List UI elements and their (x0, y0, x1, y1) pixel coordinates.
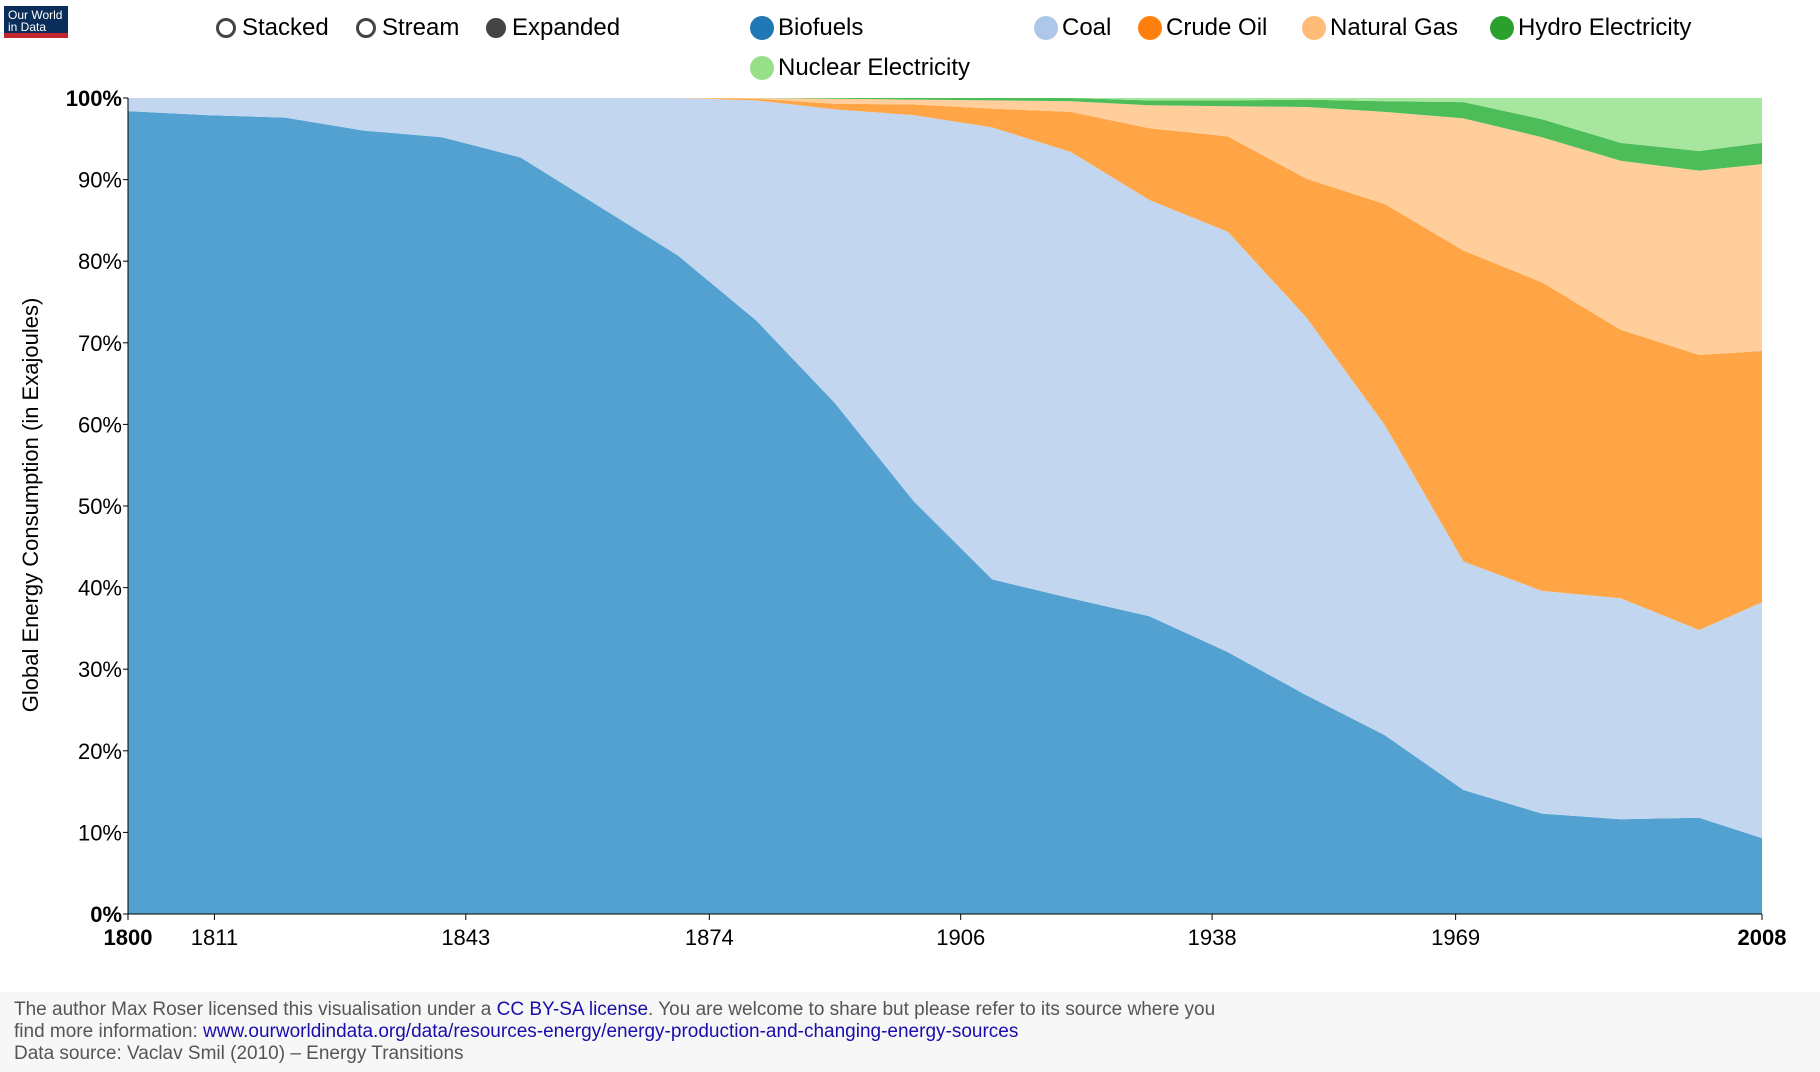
expanded-radio[interactable] (486, 18, 506, 38)
area-nuclear-electricity[interactable] (128, 98, 1762, 151)
legend-coal-label: Coal (1062, 14, 1112, 41)
legend-natural-gas-label: Natural Gas (1330, 14, 1459, 41)
legend-nuclear-electricity-label: Nuclear Electricity (778, 54, 971, 81)
footer-source-text-pre: find more information: (14, 1021, 204, 1042)
logo-line-2: in Data (8, 20, 47, 34)
x-tick-label: 1969 (1431, 925, 1480, 950)
legend-natural-gas-swatch (1302, 16, 1326, 40)
legend-natural-gas[interactable]: Natural Gas (1302, 14, 1458, 42)
y-tick-label: 0% (90, 902, 122, 927)
legend-biofuels-swatch (750, 16, 774, 40)
stacked-areas (128, 98, 1762, 915)
y-tick-label: 80% (78, 249, 122, 274)
stacked-toggle[interactable]: Stacked (216, 14, 329, 42)
x-tick-label: 1800 (104, 925, 153, 950)
y-tick-label: 30% (78, 657, 122, 682)
x-axis: 1800 1811 1843 1874 1906 1938 1969 2008 (104, 913, 1787, 950)
y-tick-label: 90% (78, 168, 122, 193)
stream-toggle[interactable]: Stream (356, 14, 459, 42)
our-world-in-data-logo[interactable]: Our World in Data (4, 6, 68, 38)
legend-crude-oil-label: Crude Oil (1166, 14, 1268, 41)
y-tick-label: 20% (78, 739, 122, 764)
y-tick-label: 70% (78, 331, 122, 356)
x-tick-label: 1874 (685, 925, 734, 950)
x-tick-label: 1938 (1188, 925, 1237, 950)
y-tick-label: 60% (78, 412, 122, 437)
footer-data-source: Data source: Vaclav Smil (2010) – Energy… (14, 1043, 464, 1064)
area-biofuels[interactable] (128, 111, 1762, 915)
legend-nuclear-electricity-swatch (750, 56, 774, 80)
y-axis: 0% 10% 20% 30% 40% 50% 60% 70% 80% 90% 100% (66, 86, 129, 927)
y-tick-label: 50% (78, 494, 122, 519)
legend-crude-oil-swatch (1138, 16, 1162, 40)
footer-attribution: The author Max Roser licensed this visua… (0, 992, 1820, 1072)
x-tick-label: 1843 (441, 925, 490, 950)
area-coal[interactable] (128, 98, 1762, 839)
footer-license-line: The author Max Roser licensed this visua… (14, 999, 1820, 1021)
expanded-toggle[interactable]: Expanded (486, 14, 620, 42)
x-tick-label: 1906 (936, 925, 985, 950)
stacked-label: Stacked (242, 14, 329, 41)
footer-source-line: find more information: www.ourworldindat… (14, 1021, 1820, 1043)
energy-area-chart: 0%10%20%30%40%50%60%70%80%90%100% 1800 18… (18, 86, 1787, 950)
y-tick-label: 100% (66, 86, 122, 111)
legend-hydro-electricity-label: Hydro Electricity (1518, 14, 1692, 41)
footer-license-text-pre: The author Max Roser licensed this visua… (14, 999, 497, 1020)
stacked-radio[interactable] (216, 18, 236, 38)
x-tick-label: 2008 (1738, 925, 1787, 950)
source-link[interactable]: www.ourworldindata.org/data/resources-en… (203, 1021, 1019, 1042)
y-tick-label: 40% (78, 576, 122, 601)
stream-label: Stream (382, 14, 460, 41)
legend-coal[interactable]: Coal (1034, 14, 1111, 42)
legend-nuclear-electricity[interactable]: Nuclear Electricity (750, 54, 970, 82)
footer-license-text-post: . You are welcome to share but please re… (648, 999, 1216, 1020)
expanded-label: Expanded (512, 14, 621, 41)
legend-hydro-electricity[interactable]: Hydro Electricity (1490, 14, 1691, 42)
legend-biofuels[interactable]: Biofuels (750, 14, 863, 42)
area-crude-oil[interactable] (128, 98, 1762, 630)
license-link[interactable]: CC BY-SA license (496, 999, 649, 1020)
y-tick-label: 10% (78, 820, 122, 845)
stream-radio[interactable] (356, 18, 376, 38)
logo-line-1: Our World (8, 8, 63, 22)
legend-biofuels-label: Biofuels (778, 14, 864, 41)
legend-hydro-electricity-swatch (1490, 16, 1514, 40)
y-axis-title: Global Energy Consumption (in Exajoules) (18, 298, 43, 713)
legend-crude-oil[interactable]: Crude Oil (1138, 14, 1267, 42)
legend-coal-swatch (1034, 16, 1058, 40)
x-tick-label: 1811 (191, 925, 238, 950)
area-natural-gas[interactable] (128, 98, 1762, 355)
